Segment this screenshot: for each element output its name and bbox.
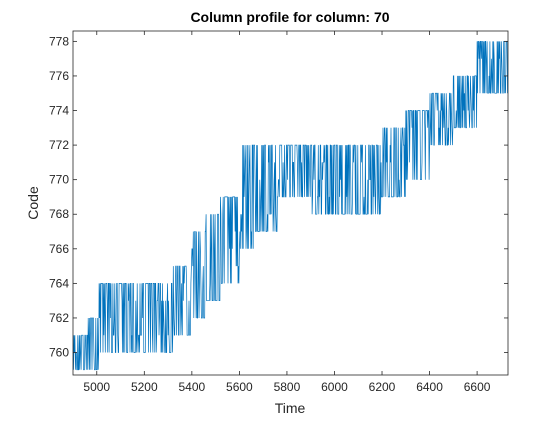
y-tick-label: 766	[49, 242, 69, 256]
x-tick-label: 6600	[464, 380, 491, 394]
x-tick-label: 6200	[369, 380, 396, 394]
x-tick-label: 5200	[131, 380, 158, 394]
y-tick-label: 776	[49, 69, 69, 83]
x-tick-label: 5000	[83, 380, 110, 394]
x-tick-label: 6000	[321, 380, 348, 394]
y-axis: 760 762 764 766 768 770 772 774 776 778	[49, 34, 508, 360]
x-tick-label: 5400	[179, 380, 206, 394]
y-tick-label: 764	[49, 276, 69, 290]
y-tick-label: 762	[49, 311, 69, 325]
series-layer	[73, 41, 508, 371]
x-tick-label: 5800	[274, 380, 301, 394]
x-axis: 5000 5200 5400 5600 5800 6000 6200 6400 6600	[83, 31, 491, 394]
y-tick-label: 760	[49, 346, 69, 360]
x-tick-label: 6400	[416, 380, 443, 394]
series-line	[73, 41, 508, 371]
y-tick-label: 770	[49, 173, 69, 187]
plot-area	[73, 31, 508, 375]
x-axis-label: Time	[275, 400, 306, 416]
y-tick-label: 774	[49, 104, 69, 118]
y-tick-label: 768	[49, 207, 69, 221]
y-tick-label: 778	[49, 34, 69, 48]
x-tick-label: 5600	[226, 380, 253, 394]
y-tick-label: 772	[49, 138, 69, 152]
axes-box	[72, 30, 509, 376]
chart-title: Column profile for column: 70	[190, 9, 389, 25]
y-axis-label: Code	[25, 186, 41, 220]
